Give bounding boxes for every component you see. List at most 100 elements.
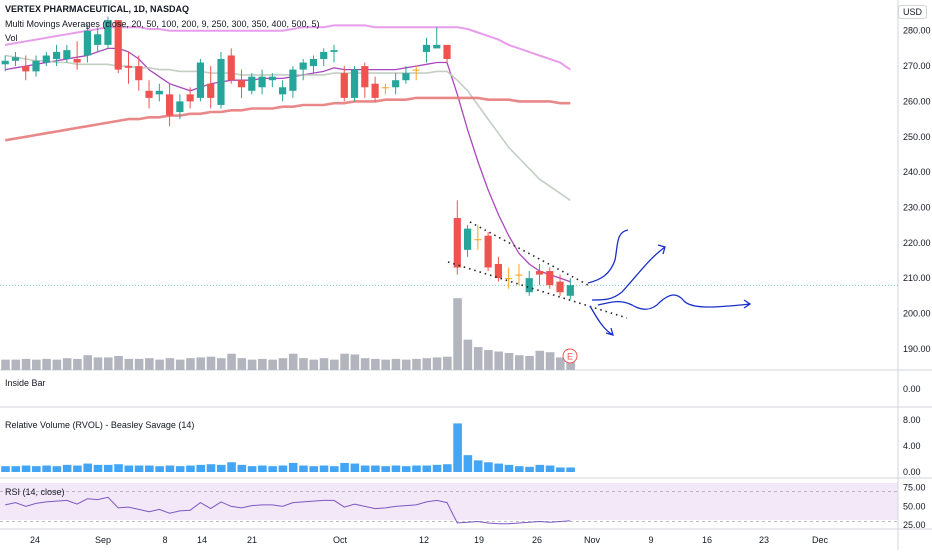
- candle-body: [186, 94, 194, 102]
- volume-bar: [247, 359, 257, 370]
- rsi-tick-label: 75.00: [903, 483, 926, 493]
- volume-bar: [145, 358, 154, 370]
- price-tick-label: 210.00: [903, 273, 931, 283]
- rvol-bar: [484, 462, 493, 472]
- moving-average-line-pink: [5, 24, 571, 71]
- rvol-bar: [371, 465, 380, 472]
- rvol-bar: [216, 464, 226, 472]
- volume-bar: [134, 358, 144, 370]
- rsi-tick-label: 25.00: [903, 520, 926, 530]
- ma-legend[interactable]: Multi Movings Averages (close, 20, 50, 1…: [5, 19, 320, 29]
- candle-body: [494, 263, 502, 279]
- volume-bar: [350, 354, 360, 370]
- volume-bar: [535, 350, 545, 370]
- time-axis-label: Nov: [584, 535, 601, 545]
- volume-bar: [309, 359, 319, 370]
- volume-bar: [175, 359, 185, 370]
- time-axis-label: 19: [474, 535, 484, 545]
- volume-bar: [443, 356, 452, 370]
- rvol-tick-label: 4.00: [903, 441, 921, 451]
- rvol-bar: [42, 465, 51, 472]
- volume-bar: [545, 352, 555, 370]
- rsi-title[interactable]: RSI (14, close): [5, 487, 65, 497]
- rvol-bar: [155, 466, 164, 472]
- rvol-bar: [473, 460, 483, 472]
- candle-body: [279, 87, 287, 95]
- rvol-bar: [453, 423, 462, 472]
- candle-body: [135, 66, 143, 81]
- candle-body: [42, 55, 50, 63]
- rvol-bar: [103, 464, 113, 472]
- rvol-bar: [309, 466, 319, 472]
- price-tick-label: 250.00: [903, 132, 931, 142]
- rvol-bar: [21, 465, 31, 472]
- rvol-bar: [443, 464, 452, 472]
- volume-bar: [32, 359, 41, 370]
- time-axis-label: 16: [702, 535, 712, 545]
- volume-bar: [330, 359, 339, 370]
- candle-body: [1, 60, 9, 65]
- candle-body: [566, 285, 574, 296]
- candle-body: [114, 20, 122, 70]
- moving-average-line-red: [4, 96, 571, 142]
- time-axis-label: Dec: [812, 535, 829, 545]
- candle-body: [535, 271, 544, 275]
- rvol-bar: [175, 466, 185, 472]
- candle-body: [207, 83, 215, 98]
- price-tick-label: 240.00: [903, 167, 931, 177]
- rsi-tick-label: 50.00: [903, 501, 926, 511]
- candle-body: [505, 278, 513, 280]
- price-tick-label: 280.00: [903, 26, 931, 36]
- candle-body: [392, 80, 400, 88]
- currency-button[interactable]: USD: [897, 5, 927, 19]
- rvol-bar: [319, 465, 329, 472]
- candle-body: [237, 80, 246, 88]
- volume-bar: [278, 358, 288, 370]
- candle-body: [155, 90, 163, 95]
- candle-body: [176, 101, 184, 113]
- volume-legend[interactable]: Vol: [5, 33, 18, 43]
- candle-body: [361, 66, 369, 88]
- volume-bar: [412, 358, 421, 370]
- time-axis-label: Oct: [333, 535, 348, 545]
- volume-bar: [258, 358, 267, 370]
- rvol-bar: [350, 463, 360, 472]
- volume-bar: [103, 357, 113, 370]
- rvol-bar: [391, 465, 401, 472]
- candle-body: [268, 76, 276, 81]
- volume-bar: [237, 358, 247, 370]
- rvol-bar: [62, 464, 72, 472]
- rvol-bar: [52, 466, 62, 472]
- time-axis-label: 12: [419, 535, 429, 545]
- candle-body: [217, 59, 225, 105]
- candle-body: [248, 76, 256, 91]
- time-axis-label: 9: [648, 535, 653, 545]
- rvol-bar: [83, 463, 92, 472]
- volume-bar: [268, 359, 277, 370]
- volume-bar: [42, 358, 51, 370]
- candle-body: [381, 87, 389, 89]
- time-axis-label: 24: [30, 535, 40, 545]
- candle-body: [484, 235, 492, 268]
- candle-body: [402, 73, 410, 81]
- candle-body: [83, 30, 91, 56]
- rvol-bar: [278, 465, 288, 472]
- candle-body: [145, 90, 153, 98]
- candle-body: [73, 59, 81, 63]
- rvol-title[interactable]: Relative Volume (RVOL) - Beasley Savage …: [5, 420, 195, 430]
- candle-body: [515, 274, 523, 276]
- volume-bar: [556, 357, 565, 370]
- inside-bar-title[interactable]: Inside Bar: [5, 378, 46, 388]
- rvol-bar: [124, 465, 134, 472]
- rvol-tick-label: 8.00: [903, 415, 921, 425]
- volume-bar: [381, 359, 390, 370]
- time-axis-label: 21: [247, 535, 257, 545]
- candle-body: [258, 76, 266, 88]
- rvol-tick-label: 0.00: [903, 467, 921, 477]
- candle-body: [11, 57, 20, 61]
- price-tick-label: 230.00: [903, 202, 931, 212]
- rvol-bar: [432, 464, 442, 472]
- rvol-bar: [247, 466, 257, 472]
